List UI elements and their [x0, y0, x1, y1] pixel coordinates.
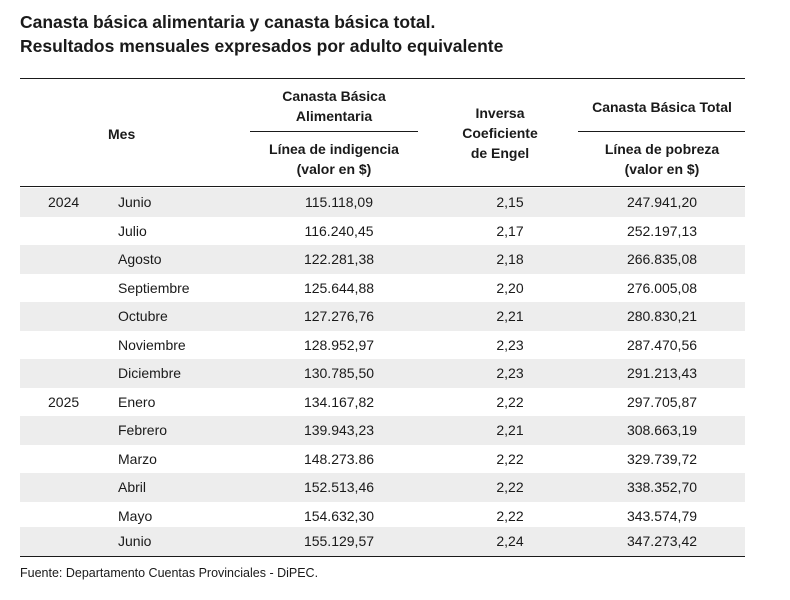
cell-cba: 127.276,76: [303, 308, 375, 324]
header-cbt: Canasta Básica Total: [578, 97, 746, 117]
cell-cbt: 329.739,72: [626, 450, 698, 467]
cell-engel: 2,24: [496, 533, 524, 549]
title-line-1: Canasta básica alimentaria y canasta bás…: [20, 12, 436, 32]
table-row: Septiembre 125.644,88 2,20 276.005,08: [20, 274, 745, 303]
cell-month: Septiembre: [118, 279, 190, 296]
cell-cbt: 280.830,21: [626, 308, 698, 324]
table-row: Marzo 148.273.86 2,22 329.739,72: [20, 445, 745, 474]
cell-cbt: 343.574,79: [626, 507, 698, 524]
cell-cbt: 266.835,08: [626, 251, 698, 267]
source-note: Fuente: Departamento Cuentas Provinciale…: [20, 566, 319, 580]
cell-engel: 2,17: [496, 222, 524, 239]
cell-month: Febrero: [118, 422, 168, 438]
cell-cbt: 347.273,42: [626, 533, 698, 549]
header-engel: Inversa Coeficiente de Engel: [440, 103, 560, 163]
table-row: Noviembre 128.952,97 2,23 287.470,56: [20, 331, 745, 360]
header-cba-sub1: Línea de indigencia: [269, 141, 399, 157]
cell-month: Junio: [118, 533, 152, 549]
cell-cbt: 291.213,43: [626, 365, 698, 381]
header-cbt-line1: Canasta Básica Total: [592, 99, 732, 115]
cell-cba: 115.118,09: [305, 194, 373, 210]
header-cba: Canasta Básica Alimentaria: [230, 86, 438, 126]
cell-engel: 2,21: [496, 308, 524, 324]
cell-cba: 155.129,57: [303, 533, 375, 549]
cell-cbt: 338.352,70: [626, 479, 698, 495]
header-cba-sub2: (valor en $): [296, 161, 372, 177]
header-mes-label: Mes: [108, 126, 136, 142]
cell-cba: 154.632,30: [303, 507, 375, 524]
cell-cba: 152.513,46: [303, 479, 375, 495]
cell-engel: 2,22: [496, 479, 524, 495]
table-row: Diciembre 130.785,50 2,23 291.213,43: [20, 359, 745, 388]
header-cba-underline: [250, 131, 418, 132]
cell-engel: 2,23: [496, 365, 524, 381]
cell-engel: 2,20: [496, 279, 524, 296]
table-row: Abril 152.513,46 2,22 338.352,70: [20, 473, 745, 502]
cell-cbt: 276.005,08: [626, 279, 698, 296]
table-bottom-rule: [20, 555, 745, 557]
cell-month: Octubre: [118, 308, 168, 324]
cell-engel: 2,18: [496, 251, 524, 267]
cell-cba: 130.785,50: [303, 365, 375, 381]
cell-month: Marzo: [118, 450, 157, 467]
table-row: Octubre 127.276,76 2,21 280.830,21: [20, 302, 745, 331]
header-engel-line3: de Engel: [470, 145, 530, 161]
header-cba-line1: Canasta Básica: [282, 88, 386, 104]
table-row: 2024 Junio 115.118,09 2,15 247.941,20: [20, 188, 745, 217]
header-cbt-underline: [578, 131, 745, 132]
cell-cba: 125.644,88: [303, 279, 375, 296]
table-row: Junio 155.129,57 2,24 347.273,42: [20, 527, 745, 556]
title-line-2: Resultados mensuales expresados por adul…: [20, 36, 504, 56]
cell-year: 2025: [48, 393, 80, 410]
header-cba-line2: Alimentaria: [295, 108, 373, 124]
header-cba-sub: Línea de indigencia (valor en $): [230, 139, 438, 179]
cell-month: Enero: [118, 393, 156, 410]
cell-engel: 2,22: [496, 507, 524, 524]
cell-cba: 128.952,97: [303, 336, 375, 353]
table-top-rule: [20, 78, 745, 79]
cell-month: Diciembre: [118, 365, 182, 381]
cell-month: Noviembre: [118, 336, 186, 353]
table-row: Agosto 122.281,38 2,18 266.835,08: [20, 245, 745, 274]
cell-cba: 139.943,23: [303, 422, 375, 438]
table-title: Canasta básica alimentaria y canasta bás…: [20, 10, 760, 58]
header-cbt-sub2: (valor en $): [624, 161, 700, 177]
cell-cba: 116.240,45: [304, 222, 374, 239]
cell-cba: 148.273.86: [303, 450, 375, 467]
table-row: Julio 116.240,45 2,17 252.197,13: [20, 217, 745, 246]
cell-engel: 2,15: [496, 194, 524, 210]
cell-engel: 2,22: [496, 393, 524, 410]
cell-cba: 134.167,82: [303, 393, 375, 410]
cell-cbt: 308.663,19: [626, 422, 698, 438]
cell-month: Julio: [118, 222, 147, 239]
header-cbt-sub: Línea de pobreza (valor en $): [578, 139, 746, 179]
cell-cbt: 252.197,13: [626, 222, 698, 239]
cell-engel: 2,21: [496, 422, 524, 438]
cell-cbt: 247.941,20: [626, 194, 698, 210]
cell-engel: 2,23: [496, 336, 524, 353]
cell-cba: 122.281,38: [303, 251, 375, 267]
header-bottom-rule: [20, 186, 745, 187]
cell-month: Junio: [118, 194, 152, 210]
header-cbt-sub1: Línea de pobreza: [604, 141, 720, 157]
cell-cbt: 297.705,87: [626, 393, 698, 410]
cell-month: Agosto: [118, 251, 162, 267]
cell-engel: 2,22: [496, 450, 524, 467]
table-row: 2025 Enero 134.167,82 2,22 297.705,87: [20, 388, 745, 417]
cell-year: 2024: [48, 194, 80, 210]
table-row: Febrero 139.943,23 2,21 308.663,19: [20, 416, 745, 445]
table-row: Mayo 154.632,30 2,22 343.574,79: [20, 502, 745, 531]
header-mes: Mes: [108, 124, 135, 144]
cell-month: Mayo: [118, 507, 153, 524]
header-engel-line2: Coeficiente: [462, 125, 538, 141]
cell-month: Abril: [118, 479, 147, 495]
cell-cbt: 287.470,56: [626, 336, 698, 353]
header-engel-line1: Inversa: [475, 105, 525, 121]
